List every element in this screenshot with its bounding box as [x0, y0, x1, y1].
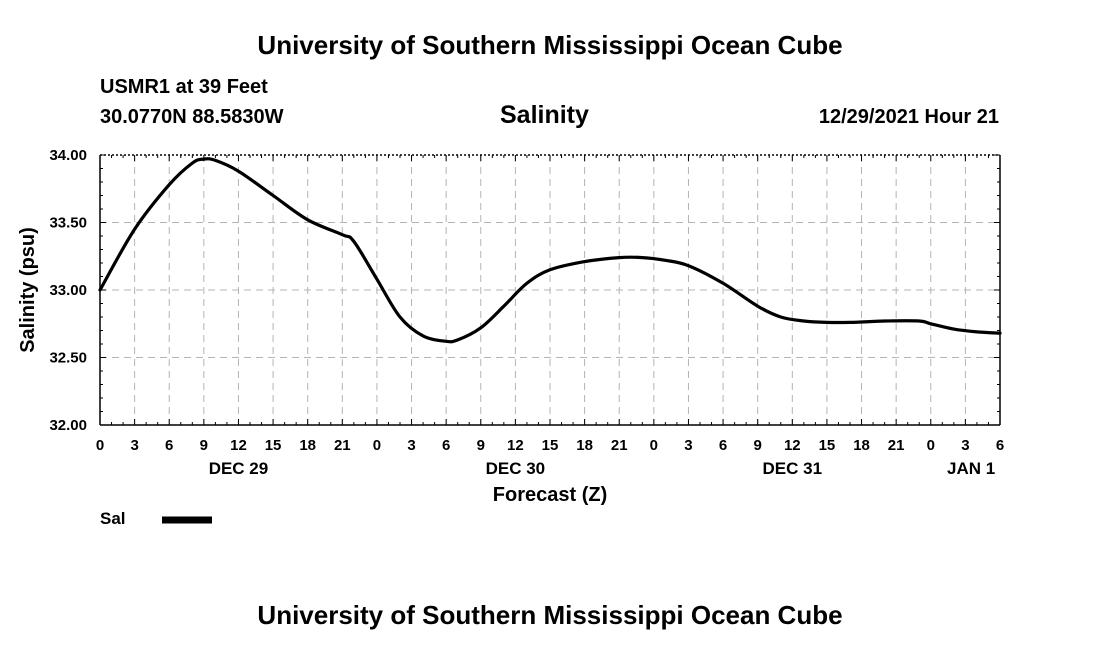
x-tick-label: 12 — [784, 437, 801, 454]
x-tick-label: 21 — [888, 437, 905, 454]
x-tick-label: 6 — [719, 437, 727, 454]
x-tick-label: 0 — [373, 437, 381, 454]
x-tick-label: 18 — [576, 437, 593, 454]
x-tick-label: 9 — [477, 437, 485, 454]
x-tick-label: 6 — [165, 437, 173, 454]
date-label: DEC 30 — [486, 459, 546, 478]
x-tick-label: 3 — [961, 437, 969, 454]
x-tick-label: 0 — [927, 437, 935, 454]
x-tick-label: 3 — [684, 437, 692, 454]
date-label: DEC 31 — [763, 459, 823, 478]
x-tick-label: 9 — [754, 437, 762, 454]
x-tick-label: 0 — [650, 437, 658, 454]
variable-title: Salinity — [500, 101, 589, 129]
x-tick-label: 12 — [507, 437, 524, 454]
y-tick-label: 32.00 — [49, 417, 87, 434]
y-tick-label: 34.00 — [49, 147, 87, 164]
y-axis-title: Salinity (psu) — [17, 227, 39, 353]
bottom-title: University of Southern Mississippi Ocean… — [257, 600, 843, 630]
coordinates-label: 30.0770N 88.5830W — [100, 106, 284, 128]
x-tick-label: 6 — [442, 437, 450, 454]
x-tick-label: 21 — [334, 437, 351, 454]
y-tick-label: 32.50 — [49, 350, 87, 367]
x-tick-label: 3 — [407, 437, 415, 454]
x-tick-label: 18 — [299, 437, 316, 454]
x-tick-label: 15 — [265, 437, 282, 454]
x-tick-label: 15 — [819, 437, 836, 454]
forecast-datetime: 12/29/2021 Hour 21 — [818, 106, 999, 128]
x-tick-label: 12 — [230, 437, 247, 454]
date-label: JAN 1 — [947, 459, 995, 478]
x-tick-label: 3 — [130, 437, 138, 454]
x-tick-label: 6 — [996, 437, 1004, 454]
top-title: University of Southern Mississippi Ocean… — [257, 30, 843, 60]
y-tick-label: 33.50 — [49, 215, 87, 232]
series-line-sal — [98, 157, 1002, 344]
x-axis-title: Forecast (Z) — [493, 484, 607, 506]
y-tick-label: 33.00 — [49, 282, 87, 299]
station-label: USMR1 at 39 Feet — [100, 76, 268, 98]
x-tick-label: 15 — [542, 437, 559, 454]
x-tick-label: 21 — [611, 437, 628, 454]
x-tick-label: 0 — [96, 437, 104, 454]
date-label: DEC 29 — [209, 459, 269, 478]
x-tick-label: 18 — [853, 437, 870, 454]
x-tick-label: 9 — [200, 437, 208, 454]
legend-label: Sal — [100, 509, 126, 528]
